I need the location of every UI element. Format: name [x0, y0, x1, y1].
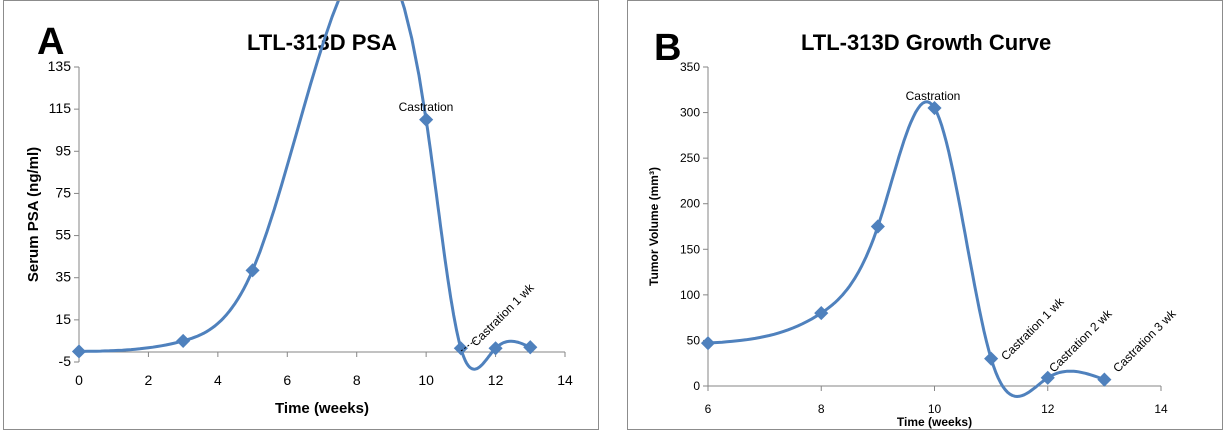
- x-tick-label: 10: [418, 372, 434, 388]
- y-tick-label: 115: [49, 100, 72, 116]
- data-annotation: Castration: [399, 100, 454, 114]
- y-tick-label: 0: [693, 379, 700, 393]
- data-annotation: Castration 2 wk: [1046, 306, 1115, 375]
- y-tick-label: -5: [59, 353, 72, 369]
- y-tick-label: 250: [680, 151, 700, 165]
- x-tick-label: 14: [557, 372, 573, 388]
- chart-plot: -5 15 35 55 75 95 115 135 0 2 4 6 8 10 12 14 Time (weeks…: [25, 1, 573, 417]
- data-annotation: Castration 3 wk: [1110, 306, 1179, 375]
- x-tick-label: 12: [488, 372, 504, 388]
- data-point: [245, 263, 260, 278]
- y-tick-label: 300: [680, 106, 700, 120]
- x-tick-label: 10: [928, 402, 942, 416]
- data-point: [1097, 372, 1112, 387]
- panel-letter: B: [654, 27, 682, 69]
- data-point: [1040, 370, 1055, 385]
- y-tick-label: 100: [680, 288, 700, 302]
- data-point: [814, 306, 829, 321]
- data-point: [453, 341, 468, 356]
- y-tick-label: 95: [55, 142, 71, 158]
- y-tick-label: 135: [48, 58, 72, 74]
- data-point: [71, 344, 87, 359]
- data-point: [870, 219, 885, 234]
- chart-panel-a: A LTL-313D PSA -5 15 35 55 75 95 115 135 0 2 4 6 8 10…: [3, 0, 599, 430]
- series-line: [78, 1, 531, 371]
- data-point: [984, 351, 999, 366]
- y-tick-label: 35: [55, 269, 71, 285]
- data-point: [176, 333, 191, 348]
- x-tick-label: 4: [214, 372, 222, 388]
- data-annotation: Castration 1 wk: [468, 280, 537, 349]
- x-axis-label: Time (weeks): [897, 415, 972, 429]
- data-point: [523, 340, 538, 355]
- x-tick-label: 8: [353, 372, 361, 388]
- y-axis-label: Serum PSA (ng/ml): [25, 147, 42, 282]
- y-tick-label: 55: [55, 227, 71, 243]
- series-line: [707, 100, 1105, 398]
- x-axis-label: Time (weeks): [275, 400, 369, 417]
- data-annotation: Castration: [906, 89, 961, 103]
- x-tick-label: 8: [818, 402, 825, 416]
- chart-plot: 0 50 100 150 200 250 300 350 6 8 10 12 14 Time (weeks…: [647, 60, 1179, 429]
- panel-letter: A: [37, 21, 65, 63]
- x-tick-label: 6: [283, 372, 291, 388]
- x-tick-label: 2: [145, 372, 153, 388]
- data-point: [488, 341, 503, 356]
- y-tick-label: 75: [55, 184, 71, 200]
- data-annotation: Castration 1 wk: [998, 294, 1067, 363]
- y-tick-label: 350: [680, 60, 700, 74]
- y-tick-label: 150: [680, 242, 700, 256]
- data-point: [700, 336, 716, 351]
- y-tick-label: 15: [55, 311, 71, 327]
- y-tick-label: 50: [687, 333, 701, 347]
- y-tick-label: 200: [680, 197, 700, 211]
- annotation-leader: [460, 339, 477, 352]
- x-tick-label: 0: [75, 372, 83, 388]
- chart-panel-b: B LTL-313D Growth Curve 0 50 100 150 200 250 3…: [627, 0, 1223, 430]
- data-point: [419, 112, 434, 127]
- x-tick-label: 6: [705, 402, 712, 416]
- y-axis-label: Tumor Volume (mm³): [647, 167, 661, 286]
- x-tick-label: 12: [1041, 402, 1055, 416]
- data-point: [927, 100, 942, 116]
- x-tick-label: 14: [1154, 402, 1168, 416]
- chart-title: LTL-313D Growth Curve: [801, 30, 1052, 55]
